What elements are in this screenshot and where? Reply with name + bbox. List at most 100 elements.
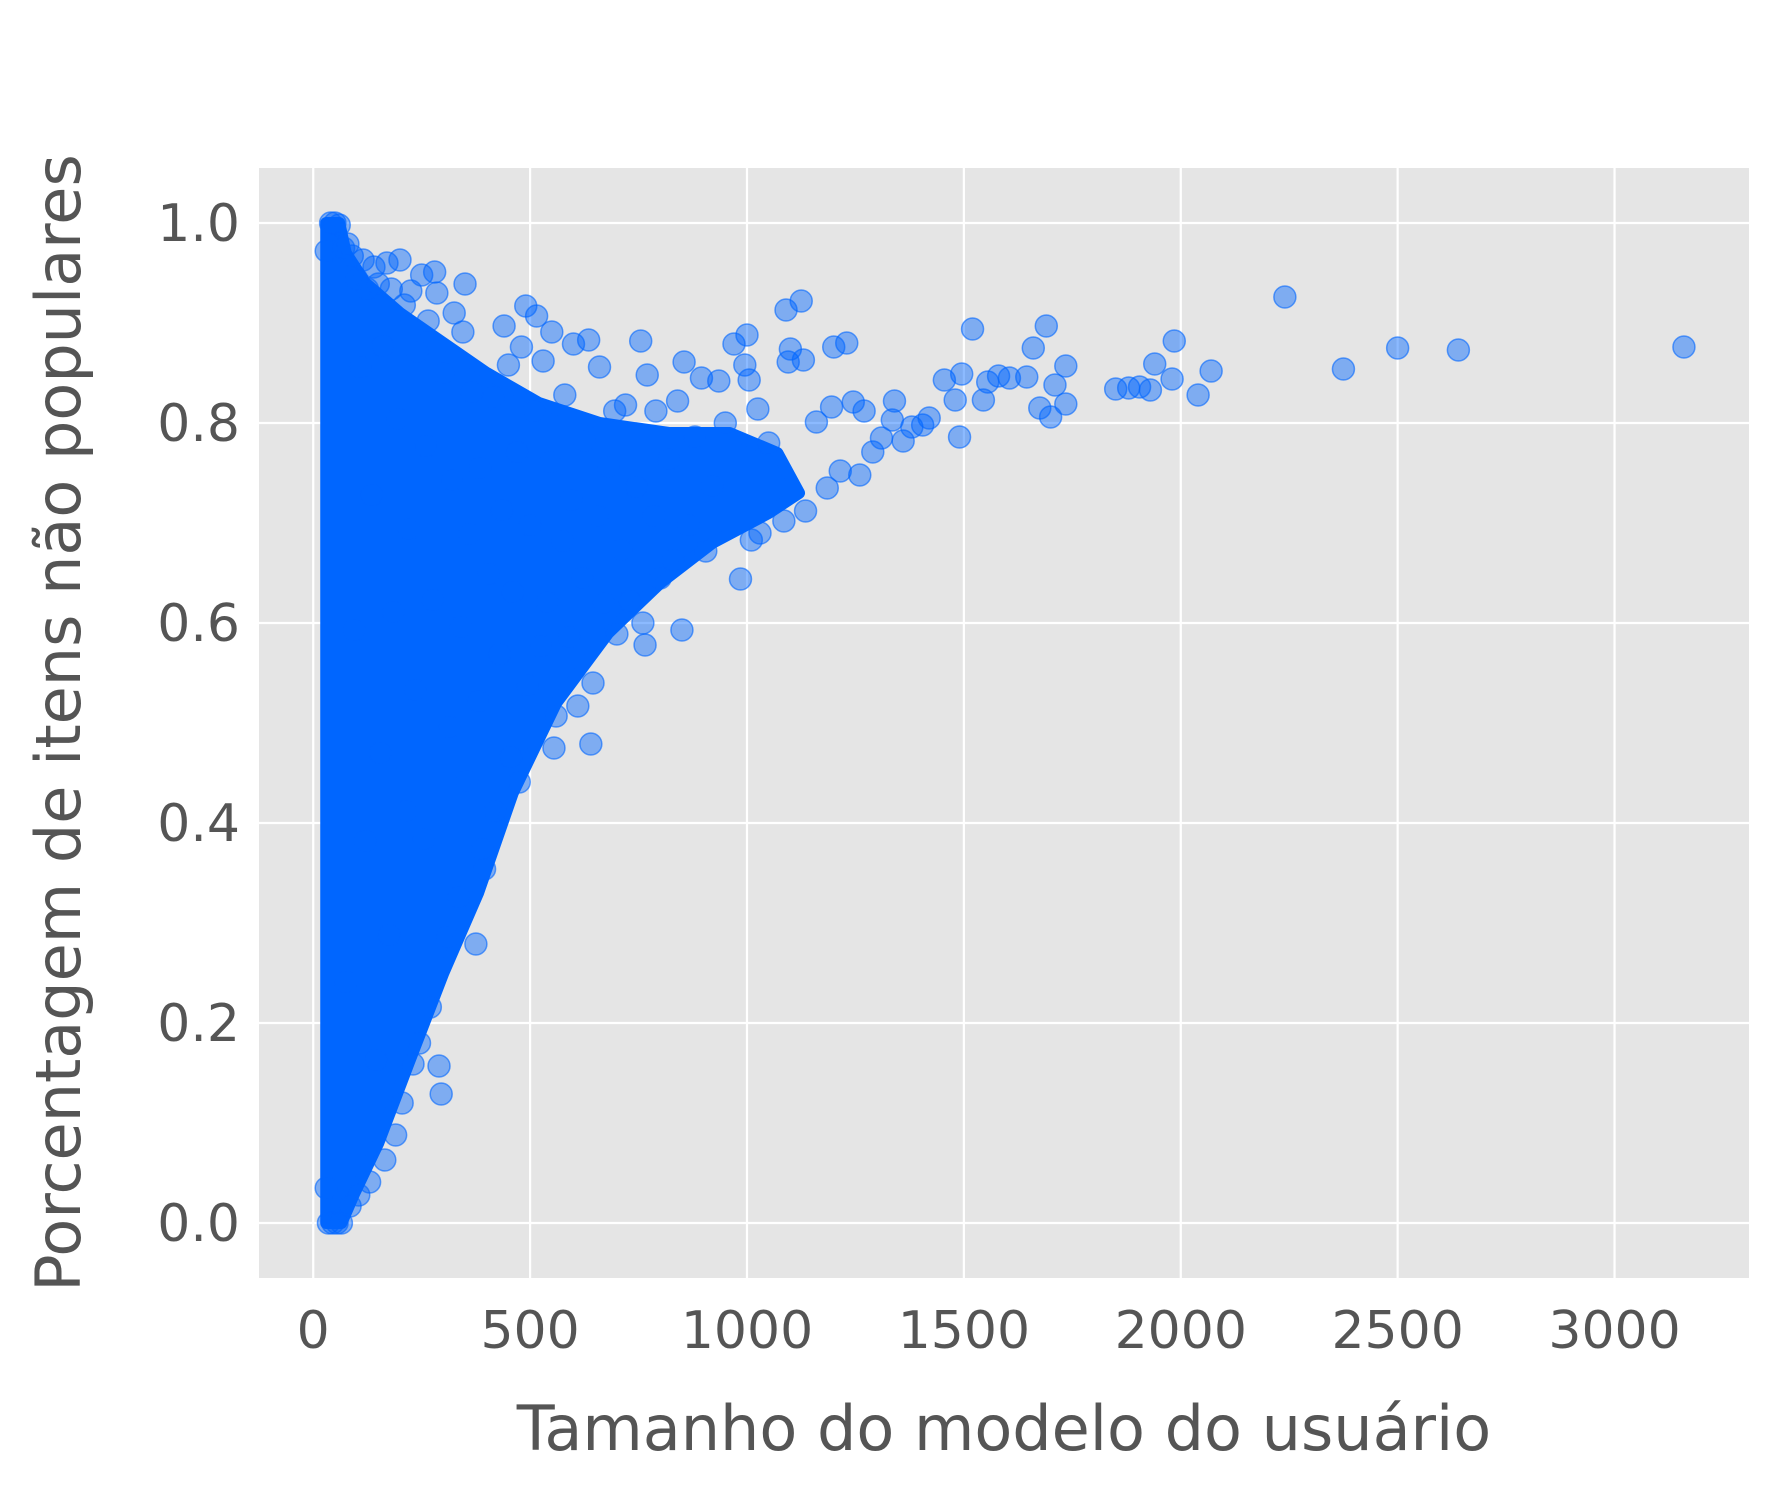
scatter-point xyxy=(605,622,629,646)
scatter-point xyxy=(1028,396,1052,420)
scatter-point xyxy=(1672,335,1696,359)
scatter-point xyxy=(466,689,490,713)
scatter-point xyxy=(1142,352,1167,376)
scatter-point xyxy=(438,715,462,739)
scatter-point xyxy=(492,314,516,338)
x-tick-label: 2500 xyxy=(1331,1301,1463,1361)
scatter-point xyxy=(487,642,512,666)
scatter-point xyxy=(409,263,434,287)
scatter-point xyxy=(596,455,620,479)
scatter-point xyxy=(507,770,532,794)
scatter-point xyxy=(470,837,495,861)
scatter-point xyxy=(399,279,423,303)
scatter-point xyxy=(631,611,655,635)
scatter-point xyxy=(986,364,1011,388)
scatter-point xyxy=(464,932,488,956)
scatter-point xyxy=(665,389,690,413)
scatter-point xyxy=(848,463,872,487)
scatter-point xyxy=(394,799,419,823)
y-tick-label: 1.0 xyxy=(157,194,240,254)
scatter-point xyxy=(331,236,356,260)
scatter-point xyxy=(531,349,555,373)
scatter-point xyxy=(1043,373,1067,397)
y-tick-label: 0.8 xyxy=(157,394,240,454)
scatter-point xyxy=(544,704,568,728)
scatter-point xyxy=(440,468,464,492)
scatter-point xyxy=(735,323,759,347)
scatter-point xyxy=(390,1091,414,1115)
scatter-point xyxy=(975,370,1000,394)
x-tick-label: 500 xyxy=(480,1301,579,1361)
scatter-point xyxy=(435,925,460,949)
y-tick-label: 0.0 xyxy=(157,1194,240,1254)
scatter-point xyxy=(700,474,725,498)
y-tick-label: 0.2 xyxy=(157,994,240,1054)
scatter-point xyxy=(405,340,430,364)
scatter-point xyxy=(1116,376,1141,400)
scatter-point xyxy=(542,736,566,760)
scatter-point xyxy=(455,769,479,793)
scatter-point xyxy=(641,504,666,528)
scatter-point xyxy=(576,328,601,352)
scatter-point xyxy=(396,517,421,541)
scatter-point xyxy=(427,1054,451,1078)
x-tick-label: 0 xyxy=(297,1301,330,1361)
scatter-point xyxy=(468,456,492,480)
scatter-point xyxy=(553,383,577,407)
scatter-point xyxy=(776,350,800,374)
scatter-point xyxy=(316,1211,341,1235)
scatter-point xyxy=(1054,354,1078,378)
scatter-point xyxy=(841,390,866,414)
y-tick-labels: 0.0 0.2 0.4 0.6 0.8 1.0 xyxy=(157,194,240,1254)
scatter-point xyxy=(869,426,894,450)
scatter-point xyxy=(314,1176,338,1200)
scatter-point xyxy=(522,399,547,423)
scatter-point xyxy=(442,301,466,325)
scatter-point xyxy=(418,995,443,1019)
scatter-point xyxy=(635,363,659,387)
scatter-point xyxy=(772,509,796,533)
x-axis-label: Tamanho do modelo do usuário xyxy=(516,1392,1491,1465)
data-points xyxy=(314,211,1696,1235)
scatter-point xyxy=(429,1082,453,1106)
scatter-point xyxy=(540,320,564,344)
scatter-point xyxy=(804,410,829,434)
scatter-point xyxy=(774,298,798,322)
scatter-point xyxy=(431,361,456,385)
scatter-point xyxy=(960,317,985,341)
scatter-point xyxy=(318,211,343,235)
scatter-point xyxy=(529,634,553,658)
scatter-point xyxy=(572,429,597,453)
scatter-point xyxy=(340,244,365,268)
scatter-point xyxy=(451,320,475,344)
scatter-point xyxy=(490,498,514,522)
scatter-point xyxy=(1199,359,1223,383)
scatter-point xyxy=(713,411,738,435)
scatter-point xyxy=(501,580,525,604)
scatter-point xyxy=(505,440,529,464)
scatter-point xyxy=(516,673,540,697)
scatter-point xyxy=(707,369,731,393)
scatter-point xyxy=(613,393,638,417)
scatter-point xyxy=(733,353,757,377)
scatter-point xyxy=(746,397,770,421)
scatter-point xyxy=(1021,336,1046,360)
scatter-point xyxy=(592,591,616,615)
scatter-point xyxy=(1331,357,1356,381)
scatter-point xyxy=(1015,365,1039,389)
scatter-point xyxy=(557,625,581,649)
scatter-point xyxy=(386,407,410,431)
scatter-point xyxy=(828,459,853,483)
scatter-point xyxy=(1385,336,1410,360)
scatter-point xyxy=(602,399,627,423)
scatter-point xyxy=(392,293,417,317)
scatter-point xyxy=(401,1052,425,1076)
scatter-point xyxy=(496,353,521,377)
scatter-point xyxy=(559,488,584,512)
scatter-point xyxy=(509,335,534,359)
scatter-point xyxy=(314,239,338,263)
x-tick-labels: 0 500 1000 1500 2000 2500 3000 xyxy=(297,1301,1681,1361)
scatter-point xyxy=(334,970,358,994)
scatter-point xyxy=(947,425,972,449)
y-axis-label: Porcentagem de itens não populares xyxy=(22,154,95,1292)
